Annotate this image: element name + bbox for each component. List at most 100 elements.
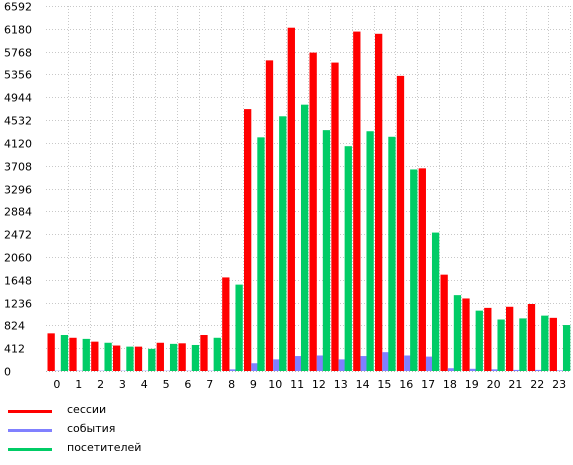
bar-visitors [322,130,331,371]
x-tick-label: 0 [53,378,60,391]
legend-swatch-events [8,429,52,432]
x-tick-label: 3 [119,378,126,391]
bar-events [273,359,281,371]
bar-sessions [47,333,55,371]
x-tick-label: 23 [552,378,566,391]
legend-swatch-sessions [8,410,52,413]
x-tick-label: 22 [530,378,544,391]
bar-events [469,368,477,371]
bar-visitors [562,325,571,371]
bar-sessions [375,33,383,372]
bar-visitors [235,284,243,371]
y-tick-label: 0 [4,366,11,379]
y-tick-label: 412 [4,343,25,356]
x-tick-label: 19 [465,378,479,391]
bar-events [491,369,499,371]
bar-sessions [265,60,274,372]
bar-sessions [113,345,121,371]
bar-sessions [506,306,514,371]
x-tick-label: 12 [312,378,326,391]
x-tick-label: 13 [334,378,348,391]
chart-bars [47,27,571,372]
x-tick-label: 11 [290,378,304,391]
bar-sessions [353,31,361,372]
bar-events [294,356,303,371]
y-tick-label: 6592 [4,1,32,14]
bar-visitors [300,104,309,371]
bar-sessions [91,341,99,371]
legend-label-visitors: посетителей [67,441,142,454]
bar-sessions [287,27,295,371]
x-tick-label: 7 [206,378,213,391]
bar-visitors [148,348,156,371]
bar-visitors [213,337,221,371]
y-tick-label: 5356 [4,69,32,82]
bar-sessions [462,298,470,371]
bar-visitors [453,295,462,371]
x-tick-label: 8 [228,378,235,391]
bar-sessions [156,342,164,371]
bar-events [360,356,368,371]
x-tick-label: 4 [141,378,148,391]
bar-events [556,370,565,371]
y-tick-label: 4944 [4,92,32,105]
bar-sessions [527,304,536,371]
bar-events [229,369,237,371]
bar-sessions [396,75,405,371]
bar-events [425,356,434,371]
bar-events [316,355,325,371]
bar-sessions [549,317,557,371]
y-tick-label: 1236 [4,298,32,311]
x-tick-label: 6 [184,378,191,391]
x-tick-label: 20 [487,378,501,391]
bar-sessions [244,109,252,371]
x-tick-label: 21 [508,378,522,391]
bar-sessions [440,274,448,371]
bar-visitors [475,310,483,371]
bar-sessions [484,307,492,371]
bar-events [251,363,259,371]
y-tick-label: 2884 [4,206,32,219]
bar-sessions [69,337,77,371]
bar-visitors [497,319,505,371]
y-tick-label: 3296 [4,184,32,197]
x-axis-ticks: 0 1 2 3 4 5 6 7 8 9 10 11 12 13 14 15 16 17 18 19 20 21 22 23 [53,378,566,391]
x-tick-label: 17 [421,378,435,391]
x-tick-label: 15 [377,378,391,391]
x-tick-label: 10 [268,378,282,391]
legend-swatch-visitors [8,448,52,451]
bar-visitors [60,335,69,371]
bar-visitors [82,338,90,371]
bar-visitors [279,116,287,371]
bar-sessions [331,62,339,371]
bar-visitors [104,342,112,371]
bar-visitors [519,318,527,371]
bar-sessions [222,277,230,371]
bar-sessions [418,168,426,371]
x-tick-label: 14 [356,378,370,391]
y-tick-label: 2472 [4,229,32,242]
bar-visitors [366,131,374,371]
y-tick-label: 3708 [4,161,32,174]
y-tick-label: 5768 [4,47,32,60]
x-tick-label: 2 [97,378,104,391]
bar-visitors [410,169,418,371]
y-tick-label: 4532 [4,115,32,128]
bar-visitors [388,136,396,371]
y-axis-ticks: 0 412 824 1236 1648 2060 2472 2884 3296 3708 4120 4… [4,1,32,379]
bar-visitors [126,346,134,371]
x-tick-label: 9 [250,378,257,391]
bar-visitors [541,315,549,371]
bar-events [338,359,346,371]
bar-sessions [134,346,143,371]
legend-label-sessions: сессии [67,403,107,416]
bar-visitors [344,146,352,371]
y-tick-label: 6180 [4,24,32,37]
bar-events [382,352,390,371]
y-tick-label: 2060 [4,252,32,265]
bar-events [535,369,543,371]
legend-label-events: события [67,422,116,435]
bar-visitors [191,344,200,371]
bar-events [447,368,456,371]
y-tick-label: 1648 [4,275,32,288]
